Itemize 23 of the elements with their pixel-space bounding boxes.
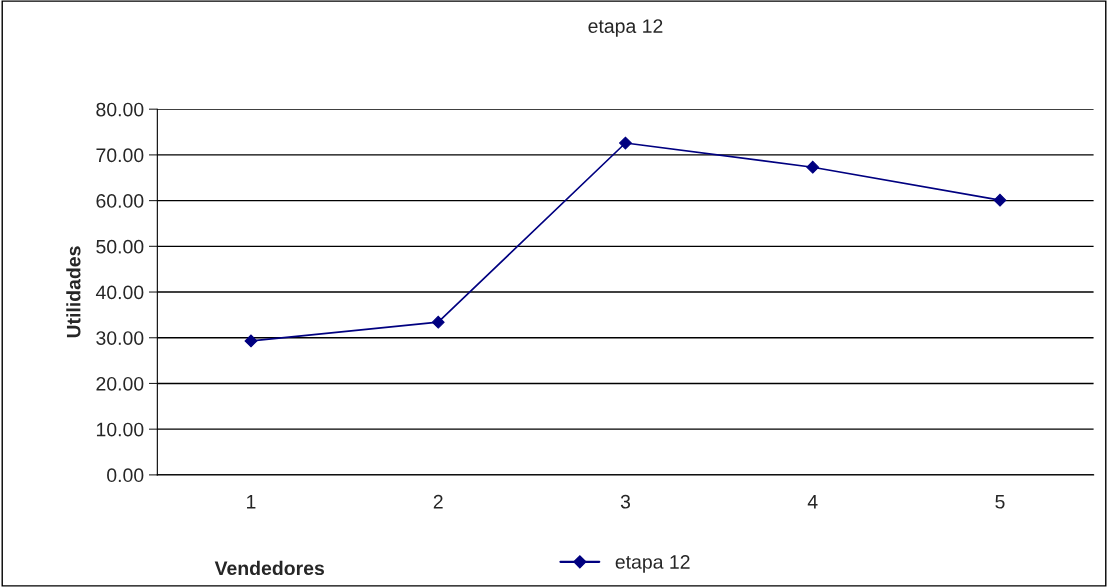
y-axis-title: Utilidades <box>66 246 81 338</box>
y-tick-label: 80.00 <box>96 102 144 117</box>
y-tick-label: 50.00 <box>96 239 144 254</box>
x-tick-label: 2 <box>433 494 443 509</box>
y-tick-label: 10.00 <box>96 422 144 437</box>
y-tick-label: 40.00 <box>95 285 144 300</box>
y-tick-label: 20.00 <box>96 376 144 391</box>
x-tick-label: 3 <box>620 494 631 509</box>
y-tick-label: 30.00 <box>96 331 144 345</box>
chart-title: etapa 12 <box>588 19 663 37</box>
point <box>431 315 445 329</box>
x-tick-label: 5 <box>995 495 1005 509</box>
point <box>993 193 1007 207</box>
x-tick-label: 4 <box>807 495 818 509</box>
x-axis-title: Vendedores <box>214 560 325 576</box>
legend-label: etapa 12 <box>615 555 690 573</box>
y-tick-label: 70.00 <box>96 148 144 163</box>
y-tick-label: 60.00 <box>96 194 144 208</box>
x-tick-label: 1 <box>247 495 256 509</box>
y-tick-label: 0.00 <box>107 468 144 483</box>
point <box>244 334 258 348</box>
point <box>619 136 632 150</box>
point <box>806 160 820 174</box>
